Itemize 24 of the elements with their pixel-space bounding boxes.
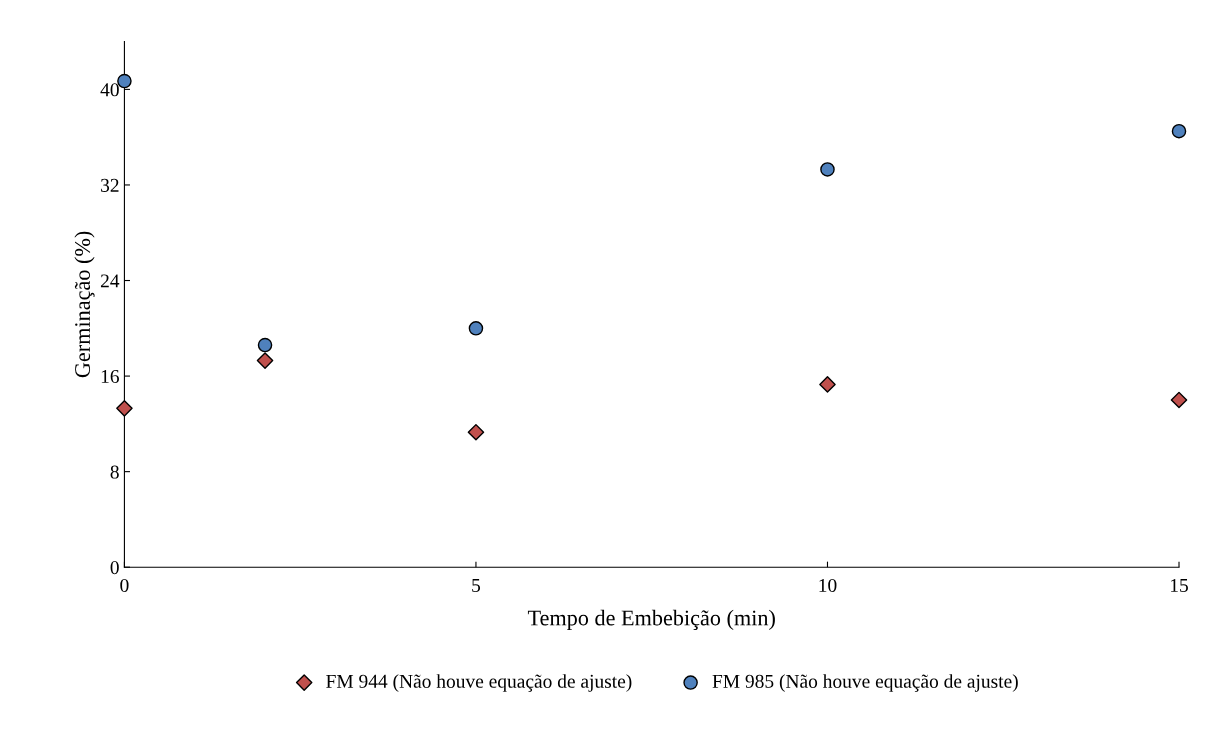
y-tick-label: 0 [110, 561, 119, 575]
point [467, 423, 485, 441]
point [116, 400, 133, 417]
point [256, 352, 274, 369]
y-tick-label: 24 [100, 274, 120, 288]
x-axis-title: Tempo de Embebição (min) [527, 609, 775, 630]
y-tick-label: 16 [101, 369, 119, 384]
point [819, 376, 836, 393]
point [257, 337, 273, 353]
legend-label: FM 985 (Não houve equação de ajuste) [712, 674, 1018, 692]
y-tick-label: 8 [110, 465, 119, 479]
y-tick-label: 32 [101, 178, 119, 192]
point [1170, 391, 1188, 409]
point [117, 73, 132, 89]
x-tick-label: 5 [472, 579, 481, 593]
point [1171, 123, 1187, 139]
point [468, 321, 484, 336]
x-tick-label: 0 [120, 578, 129, 593]
y-tick-label: 40 [100, 83, 119, 97]
x-tick-label: 10 [819, 578, 837, 593]
x-tick-label: 15 [1171, 578, 1188, 593]
point [820, 162, 835, 177]
y-axis-title: Germinação (%) [74, 231, 95, 378]
legend-label: FM 944 (Não houve equação de ajuste) [326, 674, 632, 692]
